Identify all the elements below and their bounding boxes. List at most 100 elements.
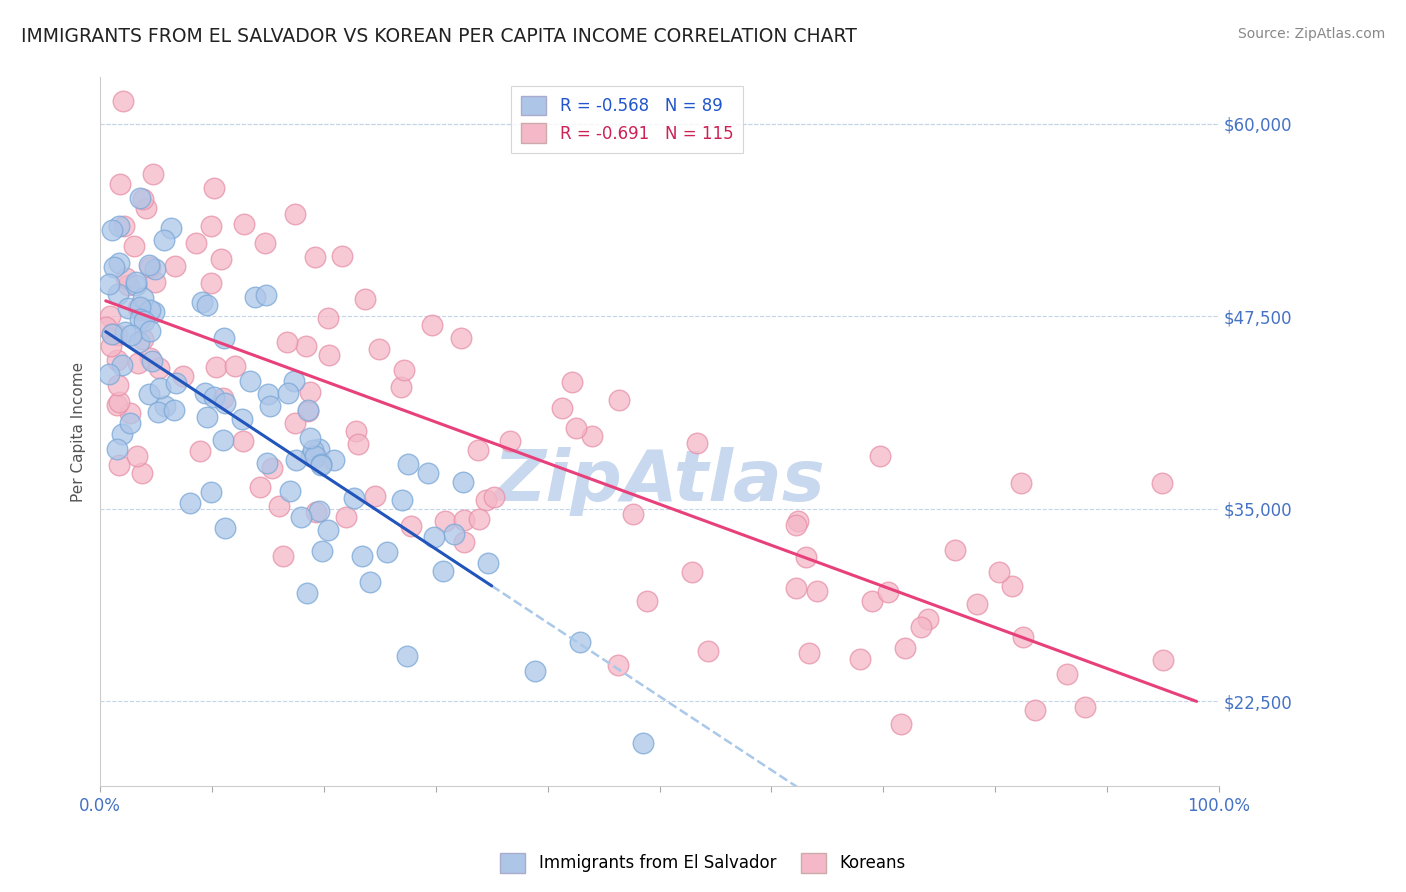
Point [375,545,398,559]
Point [143,305,166,319]
Point [256,387,278,401]
Point [103,260,125,275]
Point [273,549,295,564]
Point [323,453,346,467]
Point [195,298,218,312]
Point [98,309,121,323]
Point [796,549,818,564]
Point [564,421,586,435]
Point [299,449,322,463]
Point [474,492,496,507]
Point [621,507,644,521]
Text: ZipAtlas: ZipAtlas [494,447,825,516]
Point [298,431,321,445]
Point [499,434,522,448]
Point [120,328,142,343]
Point [311,544,333,558]
Point [132,314,155,328]
Point [129,300,152,314]
Point [105,398,128,412]
Point [849,652,872,666]
Point [389,379,412,393]
Point [129,303,152,318]
Point [422,318,444,333]
Point [163,402,186,417]
Point [200,276,222,290]
Point [432,564,454,578]
Point [239,374,262,388]
Point [108,458,131,472]
Point [1010,475,1032,490]
Point [391,492,413,507]
Point [200,219,222,233]
Point [1074,699,1097,714]
Point [148,361,170,376]
Point [297,403,319,417]
Point [112,219,135,233]
Point [132,291,155,305]
Point [105,328,128,343]
Legend: Immigrants from El Salvador, Koreans: Immigrants from El Salvador, Koreans [494,847,912,880]
Point [108,178,131,192]
Point [111,358,134,372]
Point [160,220,183,235]
Point [108,394,131,409]
Point [399,519,422,533]
Point [316,311,339,326]
Point [330,249,353,263]
Point [107,378,129,392]
Point [194,386,217,401]
Point [308,503,330,517]
Point [128,191,150,205]
Point [785,517,807,532]
Point [1152,653,1174,667]
Point [100,223,122,237]
Point [697,643,720,657]
Point [335,510,357,524]
Point [453,512,475,526]
Point [108,219,131,233]
Point [143,261,166,276]
Point [231,412,253,426]
Point [138,303,160,318]
Point [141,353,163,368]
Point [224,359,246,373]
Point [214,521,236,535]
Point [395,649,418,664]
Point [128,311,150,326]
Point [125,276,148,290]
Point [146,405,169,419]
Point [305,450,328,464]
Point [254,235,277,250]
Point [686,436,709,450]
Point [211,391,233,405]
Point [195,409,218,424]
Point [202,180,225,194]
Point [343,491,366,506]
Point [105,353,128,368]
Point [860,594,883,608]
Point [910,620,932,634]
Point [551,401,574,415]
Point [304,449,326,463]
Point [254,287,277,301]
Point [416,466,439,480]
Point [304,250,326,264]
Point [308,442,330,457]
Point [945,543,967,558]
Point [138,260,160,274]
Point [179,496,201,510]
Point [120,406,142,420]
Point [131,466,153,480]
Point [118,416,141,430]
Point [631,736,654,750]
Point [153,399,176,413]
Point [101,326,124,341]
Point [163,259,186,273]
Point [453,535,475,549]
Point [205,360,228,375]
Point [569,635,592,649]
Point [1012,630,1035,644]
Point [108,256,131,270]
Point [484,490,506,504]
